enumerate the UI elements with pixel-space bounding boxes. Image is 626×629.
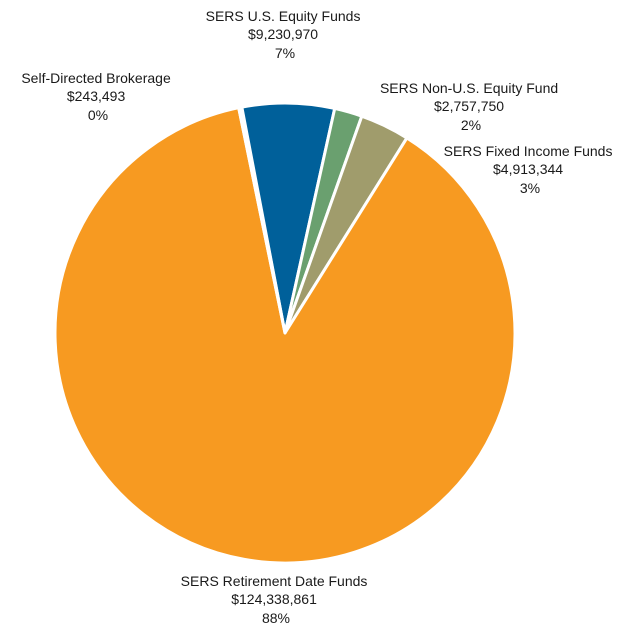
slice-labels: SERS U.S. Equity Funds $9,230,970 7% SER… xyxy=(21,8,617,626)
label-us-equity: SERS U.S. Equity Funds $9,230,970 7% xyxy=(206,8,365,61)
label-non-us-equity: SERS Non-U.S. Equity Fund $2,757,750 2% xyxy=(380,80,562,133)
pie-slice-sers-retirement-date-funds xyxy=(53,106,517,565)
label-fixed-income: SERS Fixed Income Funds $4,913,344 3% xyxy=(444,143,617,196)
label-retirement-date: SERS Retirement Date Funds $124,338,861 … xyxy=(181,573,372,626)
pie-slices xyxy=(53,101,517,565)
label-self-directed: Self-Directed Brokerage $243,493 0% xyxy=(21,70,174,123)
pie-slice-self-directed-brokerage xyxy=(237,105,287,335)
